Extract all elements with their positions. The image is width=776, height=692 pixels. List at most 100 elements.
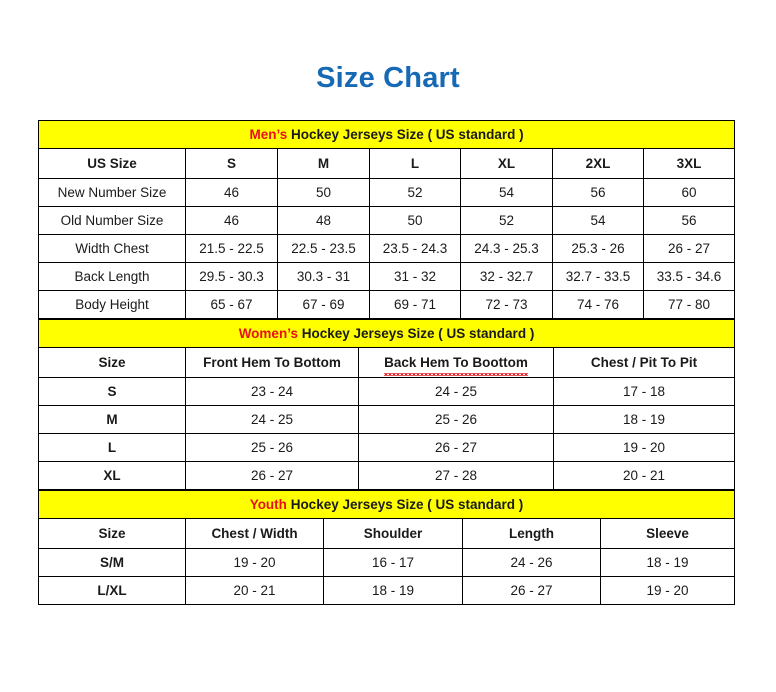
youth-section-banner: Youth Hockey Jerseys Size ( US standard … bbox=[38, 490, 735, 519]
womens-row-label-3: XL bbox=[38, 461, 186, 490]
womens-row-label-0: S bbox=[38, 377, 186, 406]
mens-col-header-4: XL bbox=[460, 148, 553, 179]
womens-cell-3-1: 27 - 28 bbox=[358, 461, 554, 490]
table-row: M 24 - 25 25 - 26 18 - 19 bbox=[38, 405, 735, 434]
mens-cell-2-4: 25.3 - 26 bbox=[552, 234, 644, 263]
mens-cell-1-0: 46 bbox=[185, 206, 278, 235]
table-row: Body Height 65 - 67 67 - 69 69 - 71 72 -… bbox=[38, 290, 736, 319]
mens-row-label-4: Body Height bbox=[38, 290, 186, 319]
mens-row-label-3: Back Length bbox=[38, 262, 186, 291]
youth-section-banner-row: Youth Hockey Jerseys Size ( US standard … bbox=[38, 490, 735, 519]
mens-cell-3-4: 32.7 - 33.5 bbox=[552, 262, 644, 291]
womens-banner-text: Hockey Jerseys Size ( US standard ) bbox=[297, 326, 535, 341]
mens-cell-0-5: 60 bbox=[642, 178, 736, 207]
size-chart: Men’s Hockey Jerseys Size ( US standard … bbox=[37, 120, 736, 605]
youth-cell-1-3: 19 - 20 bbox=[600, 576, 735, 605]
mens-cell-3-5: 33.5 - 34.6 bbox=[642, 262, 736, 291]
mens-row-label-1: Old Number Size bbox=[38, 206, 186, 235]
mens-col-header-0: US Size bbox=[38, 148, 186, 179]
table-row: S/M 19 - 20 16 - 17 24 - 26 18 - 19 bbox=[38, 548, 735, 577]
youth-audience-label: Youth bbox=[249, 497, 287, 512]
table-row: Width Chest 21.5 - 22.5 22.5 - 23.5 23.5… bbox=[38, 234, 736, 263]
youth-col-header-2: Shoulder bbox=[323, 518, 463, 549]
womens-col-header-3: Chest / Pit To Pit bbox=[553, 347, 735, 378]
mens-row-label-0: New Number Size bbox=[38, 178, 186, 207]
womens-cell-0-0: 23 - 24 bbox=[185, 377, 359, 406]
table-row: XL 26 - 27 27 - 28 20 - 21 bbox=[38, 461, 735, 490]
mens-cell-3-0: 29.5 - 30.3 bbox=[185, 262, 278, 291]
mens-cell-3-1: 30.3 - 31 bbox=[277, 262, 370, 291]
mens-cell-2-5: 26 - 27 bbox=[642, 234, 736, 263]
table-row: Old Number Size 46 48 50 52 54 56 bbox=[38, 206, 736, 235]
mens-cell-4-5: 77 - 80 bbox=[642, 290, 736, 319]
womens-row-label-2: L bbox=[38, 433, 186, 462]
youth-cell-0-3: 18 - 19 bbox=[600, 548, 735, 577]
youth-row-label-1: L/XL bbox=[38, 576, 186, 605]
youth-row-label-0: S/M bbox=[38, 548, 186, 577]
mens-cell-4-2: 69 - 71 bbox=[369, 290, 461, 319]
youth-col-header-1: Chest / Width bbox=[185, 518, 324, 549]
womens-cell-3-2: 20 - 21 bbox=[553, 461, 735, 490]
mens-col-header-5: 2XL bbox=[552, 148, 644, 179]
mens-column-header-row: US Size S M L XL 2XL 3XL bbox=[38, 148, 736, 179]
youth-cell-1-0: 20 - 21 bbox=[185, 576, 324, 605]
womens-cell-2-2: 19 - 20 bbox=[553, 433, 735, 462]
page-title: Size Chart bbox=[316, 62, 460, 94]
mens-cell-1-1: 48 bbox=[277, 206, 370, 235]
womens-section-banner-row: Women’s Hockey Jerseys Size ( US standar… bbox=[38, 319, 735, 348]
mens-cell-4-0: 65 - 67 bbox=[185, 290, 278, 319]
mens-cell-0-2: 52 bbox=[369, 178, 461, 207]
table-row: L/XL 20 - 21 18 - 19 26 - 27 19 - 20 bbox=[38, 576, 735, 605]
womens-cell-1-0: 24 - 25 bbox=[185, 405, 359, 434]
womens-column-header-row: Size Front Hem To Bottom Back Hem To Boo… bbox=[38, 347, 735, 378]
womens-col-header-2-text: Back Hem To Boottom bbox=[384, 348, 528, 377]
womens-cell-2-1: 26 - 27 bbox=[358, 433, 554, 462]
youth-cell-0-1: 16 - 17 bbox=[323, 548, 463, 577]
mens-cell-1-2: 50 bbox=[369, 206, 461, 235]
mens-cell-1-4: 54 bbox=[552, 206, 644, 235]
mens-section-banner-row: Men’s Hockey Jerseys Size ( US standard … bbox=[37, 120, 736, 149]
mens-banner-text: Hockey Jerseys Size ( US standard ) bbox=[287, 127, 524, 142]
mens-cell-2-0: 21.5 - 22.5 bbox=[185, 234, 278, 263]
mens-col-header-2: M bbox=[277, 148, 370, 179]
womens-row-label-1: M bbox=[38, 405, 186, 434]
mens-cell-3-2: 31 - 32 bbox=[369, 262, 461, 291]
youth-cell-1-1: 18 - 19 bbox=[323, 576, 463, 605]
mens-section-banner: Men’s Hockey Jerseys Size ( US standard … bbox=[37, 120, 736, 149]
mens-cell-0-1: 50 bbox=[277, 178, 370, 207]
mens-col-header-3: L bbox=[369, 148, 461, 179]
youth-cell-1-2: 26 - 27 bbox=[462, 576, 601, 605]
womens-col-header-2: Back Hem To Boottom bbox=[358, 347, 554, 378]
table-row: New Number Size 46 50 52 54 56 60 bbox=[38, 178, 736, 207]
table-row: L 25 - 26 26 - 27 19 - 20 bbox=[38, 433, 735, 462]
womens-cell-3-0: 26 - 27 bbox=[185, 461, 359, 490]
womens-cell-1-2: 18 - 19 bbox=[553, 405, 735, 434]
mens-cell-0-4: 56 bbox=[552, 178, 644, 207]
womens-cell-0-1: 24 - 25 bbox=[358, 377, 554, 406]
table-row: Back Length 29.5 - 30.3 30.3 - 31 31 - 3… bbox=[38, 262, 736, 291]
youth-size-table: Youth Hockey Jerseys Size ( US standard … bbox=[38, 490, 735, 605]
womens-cell-1-1: 25 - 26 bbox=[358, 405, 554, 434]
mens-cell-2-2: 23.5 - 24.3 bbox=[369, 234, 461, 263]
mens-audience-label: Men’s bbox=[249, 127, 288, 142]
womens-col-header-0: Size bbox=[38, 347, 186, 378]
mens-col-header-1: S bbox=[185, 148, 278, 179]
youth-col-header-0: Size bbox=[38, 518, 186, 549]
youth-col-header-4: Sleeve bbox=[600, 518, 735, 549]
youth-cell-0-2: 24 - 26 bbox=[462, 548, 601, 577]
mens-cell-2-1: 22.5 - 23.5 bbox=[277, 234, 370, 263]
mens-cell-4-1: 67 - 69 bbox=[277, 290, 370, 319]
womens-col-header-1: Front Hem To Bottom bbox=[185, 347, 359, 378]
mens-row-label-2: Width Chest bbox=[38, 234, 186, 263]
mens-cell-3-3: 32 - 32.7 bbox=[460, 262, 553, 291]
youth-banner-text: Hockey Jerseys Size ( US standard ) bbox=[286, 497, 524, 512]
womens-section-banner: Women’s Hockey Jerseys Size ( US standar… bbox=[38, 319, 735, 348]
mens-cell-1-5: 56 bbox=[642, 206, 736, 235]
womens-audience-label: Women’s bbox=[238, 326, 298, 341]
mens-col-header-6: 3XL bbox=[642, 148, 736, 179]
youth-cell-0-0: 19 - 20 bbox=[185, 548, 324, 577]
youth-column-header-row: Size Chest / Width Shoulder Length Sleev… bbox=[38, 518, 735, 549]
womens-size-table: Women’s Hockey Jerseys Size ( US standar… bbox=[38, 319, 735, 490]
womens-cell-2-0: 25 - 26 bbox=[185, 433, 359, 462]
mens-cell-2-3: 24.3 - 25.3 bbox=[460, 234, 553, 263]
